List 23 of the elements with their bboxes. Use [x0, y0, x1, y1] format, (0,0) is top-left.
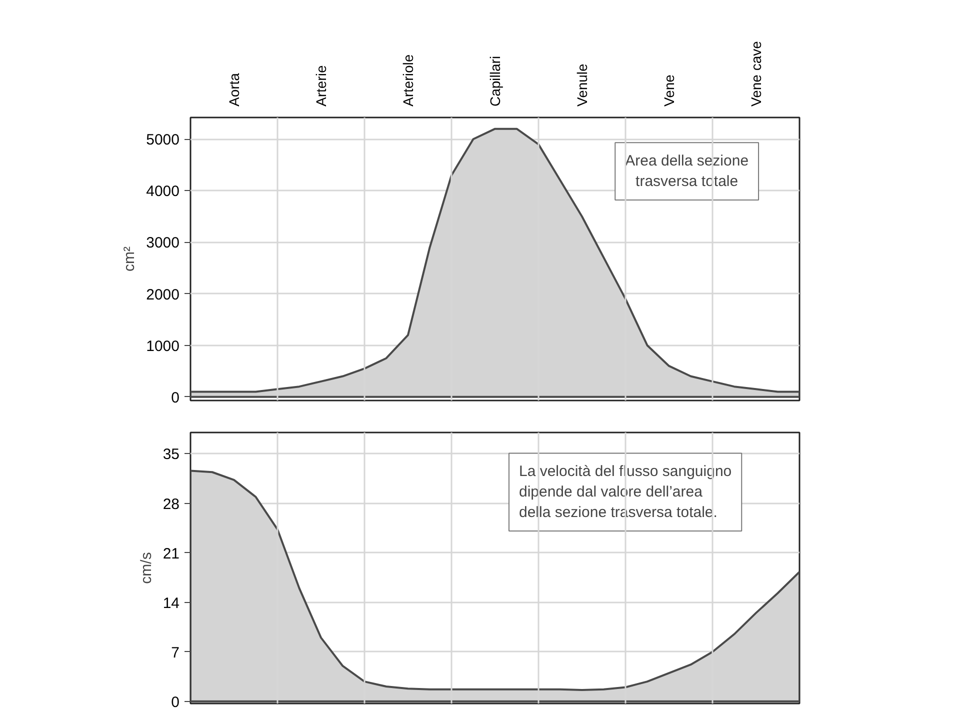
y-tick-label: 2000: [146, 286, 180, 304]
x-tick-label: Capillari: [487, 56, 503, 106]
x-tick-label: Vene: [661, 74, 677, 106]
y-tick-label: 28: [162, 496, 180, 513]
x-tick-label: Vene cave: [748, 40, 764, 106]
y-tick-label: 21: [162, 545, 180, 562]
y-tick-label: 5000: [146, 132, 180, 149]
y-axis-title: cm²: [121, 246, 138, 272]
y-tick-label: 4000: [146, 183, 180, 200]
y-tick-label: 0: [171, 389, 180, 406]
x-tick-label: Arterie: [313, 65, 329, 106]
annotation: Area della sezione trasversa totale: [625, 152, 749, 190]
y-tick-label: 1000: [146, 338, 180, 355]
y-tick-label: 7: [171, 644, 180, 662]
x-tick-label: Aorta: [226, 72, 242, 106]
annotation: La velocità del flusso sanguigno dipende dal valore dell’area della sezione trasversa totale.: [518, 463, 732, 522]
y-tick-label: 3000: [146, 234, 180, 252]
y-tick-label: 14: [162, 594, 180, 612]
y-axis-title: cm/s: [138, 552, 155, 584]
x-tick-label: Arteriole: [400, 54, 416, 106]
y-tick-label: 35: [162, 446, 180, 464]
x-tick-label: Venule: [574, 63, 590, 106]
y-tick-label: 0: [171, 694, 180, 711]
